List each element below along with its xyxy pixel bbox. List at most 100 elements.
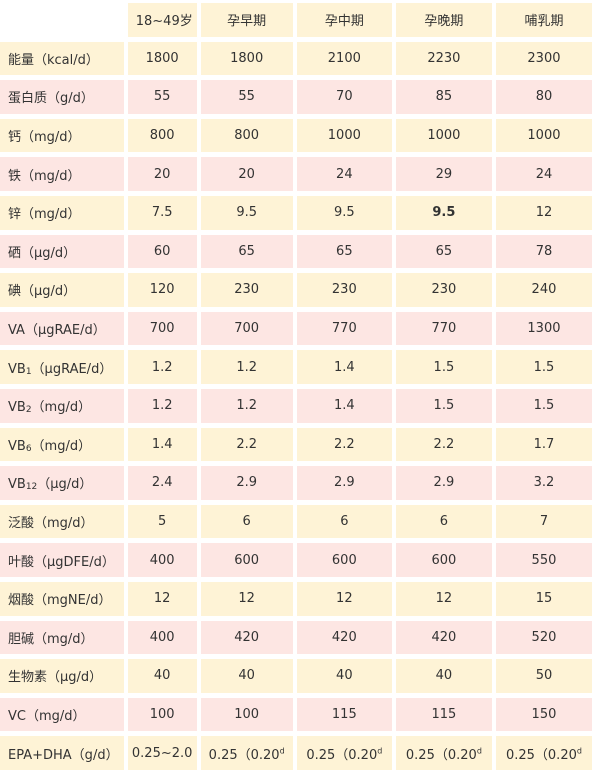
cell: 1.7: [495, 427, 592, 462]
table-row: 铁（mg/d） 20 20 24 29 24: [0, 157, 592, 191]
cell: 1.4: [127, 427, 197, 462]
cell: 420: [296, 620, 392, 655]
cell: 2.9: [200, 466, 293, 500]
cell: 100: [127, 697, 197, 732]
cell: 1.5: [395, 350, 492, 384]
cell: 0.25~2.0: [127, 736, 197, 770]
row-label: VB2（mg/d）: [0, 388, 124, 423]
cell: 2300: [495, 41, 592, 76]
cell: 70: [296, 80, 392, 114]
cell: 9.5: [200, 195, 293, 230]
row-label-unit: （mg/d）: [31, 438, 92, 454]
cell: 1.5: [395, 388, 492, 423]
cell: 770: [296, 311, 392, 346]
cell: 1800: [127, 41, 197, 76]
cell: 230: [296, 273, 392, 307]
table-row: VB6（mg/d） 1.4 2.2 2.2 2.2 1.7: [0, 427, 592, 462]
table-row: 叶酸（μgDFE/d） 400 600 600 600 550: [0, 543, 592, 577]
footnote-mark: d: [377, 746, 383, 756]
row-label: VC（mg/d）: [0, 697, 124, 732]
cell: 9.5: [395, 195, 492, 230]
cell: 40: [395, 659, 492, 693]
cell: 230: [200, 273, 293, 307]
row-label-main: VB: [8, 361, 26, 377]
cell: 9.5: [296, 195, 392, 230]
cell: 12: [495, 195, 592, 230]
cell: 2.9: [296, 466, 392, 500]
cell: 115: [296, 697, 392, 732]
cell: 65: [395, 234, 492, 269]
cell: 3.2: [495, 466, 592, 500]
table-row: 硒（μg/d） 60 65 65 65 78: [0, 234, 592, 269]
row-label: VB12（μg/d）: [0, 466, 124, 500]
cell: 5: [127, 504, 197, 539]
table-row: VC（mg/d） 100 100 115 115 150: [0, 697, 592, 732]
cell-value: 0.25（0.20: [306, 747, 378, 763]
cell: 115: [395, 697, 492, 732]
row-label-unit: （mg/d）: [31, 400, 92, 416]
table-row: 蛋白质（g/d） 55 55 70 85 80: [0, 80, 592, 114]
row-label: 钙（mg/d）: [0, 118, 124, 153]
cell: 2.2: [296, 427, 392, 462]
cell: 400: [127, 543, 197, 577]
cell: 65: [200, 234, 293, 269]
cell: 2100: [296, 41, 392, 76]
cell: 12: [395, 581, 492, 616]
cell: 150: [495, 697, 592, 732]
header-18-49: 18~49岁: [127, 3, 197, 37]
table-row: VB12（μg/d） 2.4 2.9 2.9 2.9 3.2: [0, 466, 592, 500]
footnote-mark: d: [576, 746, 582, 756]
cell: 550: [495, 543, 592, 577]
cell: 1800: [200, 41, 293, 76]
row-label: 碘（μg/d）: [0, 273, 124, 307]
cell: 65: [296, 234, 392, 269]
cell: 24: [495, 157, 592, 191]
table-row: 锌（mg/d） 7.5 9.5 9.5 9.5 12: [0, 195, 592, 230]
header-mid-pregnancy: 孕中期: [296, 3, 392, 37]
row-label: 铁（mg/d）: [0, 157, 124, 191]
table-row: 生物素（μg/d） 40 40 40 40 50: [0, 659, 592, 693]
row-label: 硒（μg/d）: [0, 234, 124, 269]
row-label-subscript: 1: [25, 366, 32, 377]
cell: 50: [495, 659, 592, 693]
cell: 800: [127, 118, 197, 153]
cell: 12: [200, 581, 293, 616]
cell: 1000: [296, 118, 392, 153]
cell: 12: [127, 581, 197, 616]
row-label: EPA+DHA（g/d）: [0, 736, 124, 770]
cell: 520: [495, 620, 592, 655]
header-corner: [0, 3, 124, 37]
footnote-mark: d: [476, 746, 482, 756]
cell: 80: [495, 80, 592, 114]
cell: 78: [495, 234, 592, 269]
row-label-unit: （μgRAE/d）: [31, 361, 113, 377]
cell: 600: [200, 543, 293, 577]
cell: 40: [296, 659, 392, 693]
row-label-subscript: 12: [25, 482, 38, 493]
row-label-subscript: 2: [25, 405, 32, 416]
row-label-main: VB: [8, 438, 26, 454]
row-label-unit: （μg/d）: [37, 477, 93, 493]
row-label: VA（μgRAE/d）: [0, 311, 124, 346]
cell: 55: [200, 80, 293, 114]
cell: 0.25（0.20d: [296, 736, 392, 770]
cell: 120: [127, 273, 197, 307]
row-label: VB1（μgRAE/d）: [0, 350, 124, 384]
cell: 40: [200, 659, 293, 693]
table-row: EPA+DHA（g/d） 0.25~2.0 0.25（0.20d 0.25（0.…: [0, 736, 592, 770]
cell: 800: [200, 118, 293, 153]
cell: 1.4: [296, 388, 392, 423]
row-label-main: VB: [8, 477, 26, 493]
cell-value: 0.25（0.20: [405, 747, 477, 763]
row-label: VB6（mg/d）: [0, 427, 124, 462]
cell: 700: [200, 311, 293, 346]
cell: 230: [395, 273, 492, 307]
cell: 2230: [395, 41, 492, 76]
cell: 20: [200, 157, 293, 191]
cell: 2.4: [127, 466, 197, 500]
cell: 40: [127, 659, 197, 693]
cell: 100: [200, 697, 293, 732]
header-row: 18~49岁 孕早期 孕中期 孕晚期 哺乳期: [0, 3, 592, 37]
cell: 1.5: [495, 388, 592, 423]
